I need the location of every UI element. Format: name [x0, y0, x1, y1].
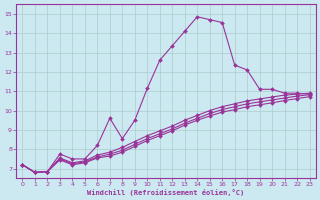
- X-axis label: Windchill (Refroidissement éolien,°C): Windchill (Refroidissement éolien,°C): [87, 189, 245, 196]
